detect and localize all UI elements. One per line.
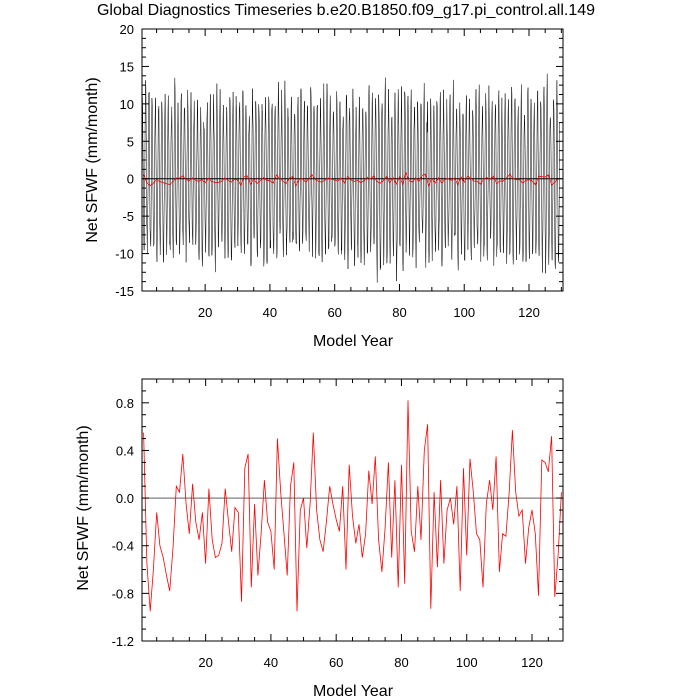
y-tick-label: 20 — [120, 22, 134, 37]
y-tick-label: -15 — [115, 284, 134, 299]
x-tick-label: 60 — [329, 655, 343, 670]
y-tick-label: -0.4 — [112, 539, 134, 554]
x-tick-label: 120 — [521, 655, 543, 670]
y-tick-label: -1.2 — [112, 634, 134, 649]
x-tick-label: 60 — [327, 305, 341, 320]
x-tick-label: 100 — [456, 655, 478, 670]
y-tick-label: 5 — [127, 134, 134, 149]
x-tick-label: 20 — [198, 655, 212, 670]
plot-frame — [141, 28, 564, 292]
x-axis-label: Model Year — [313, 333, 394, 350]
y-tick-label: 0.0 — [116, 491, 134, 506]
y-tick-label: 15 — [120, 59, 134, 74]
y-tick-label: 0 — [127, 172, 134, 187]
monthly-timeseries-panel: 20 40 60 80 100 120 -15 -10 -5 0 5 10 15 20 Net SFWF … — [84, 22, 564, 350]
axes: 20 40 60 80 100 120 -15 -10 -5 0 5 10 15 20 — [115, 22, 564, 320]
annual-series-line — [143, 171, 559, 187]
y-tick-label: 0.4 — [116, 443, 134, 458]
x-tick-label: 40 — [263, 305, 277, 320]
y-tick-label: 0.8 — [116, 396, 134, 411]
y-tick-label: -5 — [122, 209, 134, 224]
y-axis-label: Net SFWF (mm/month) — [75, 425, 92, 590]
annual-series-line — [143, 400, 562, 612]
figure-title: Global Diagnostics Timeseries b.e20.B185… — [97, 2, 595, 19]
x-tick-label: 80 — [394, 655, 408, 670]
x-tick-label: 40 — [264, 655, 278, 670]
annual-timeseries-panel: 20 40 60 80 100 120 -1.2 -0.8 -0.4 0.0 0.4 0.8 Net … — [75, 378, 564, 700]
plot-area — [141, 73, 563, 283]
axes: 20 40 60 80 100 120 -1.2 -0.8 -0.4 0.0 0.4 0.8 — [112, 378, 564, 670]
monthly-series-line — [141, 73, 560, 283]
y-tick-label: -0.8 — [112, 586, 134, 601]
x-tick-label: 120 — [518, 305, 540, 320]
y-axis-label: Net SFWF (mm/month) — [84, 77, 101, 242]
plot-area — [142, 400, 563, 612]
x-axis-label: Model Year — [313, 683, 394, 700]
x-tick-label: 80 — [392, 305, 406, 320]
x-tick-label: 100 — [453, 305, 475, 320]
y-tick-label: 10 — [120, 97, 134, 112]
y-tick-label: -10 — [115, 247, 134, 262]
x-tick-label: 20 — [198, 305, 212, 320]
